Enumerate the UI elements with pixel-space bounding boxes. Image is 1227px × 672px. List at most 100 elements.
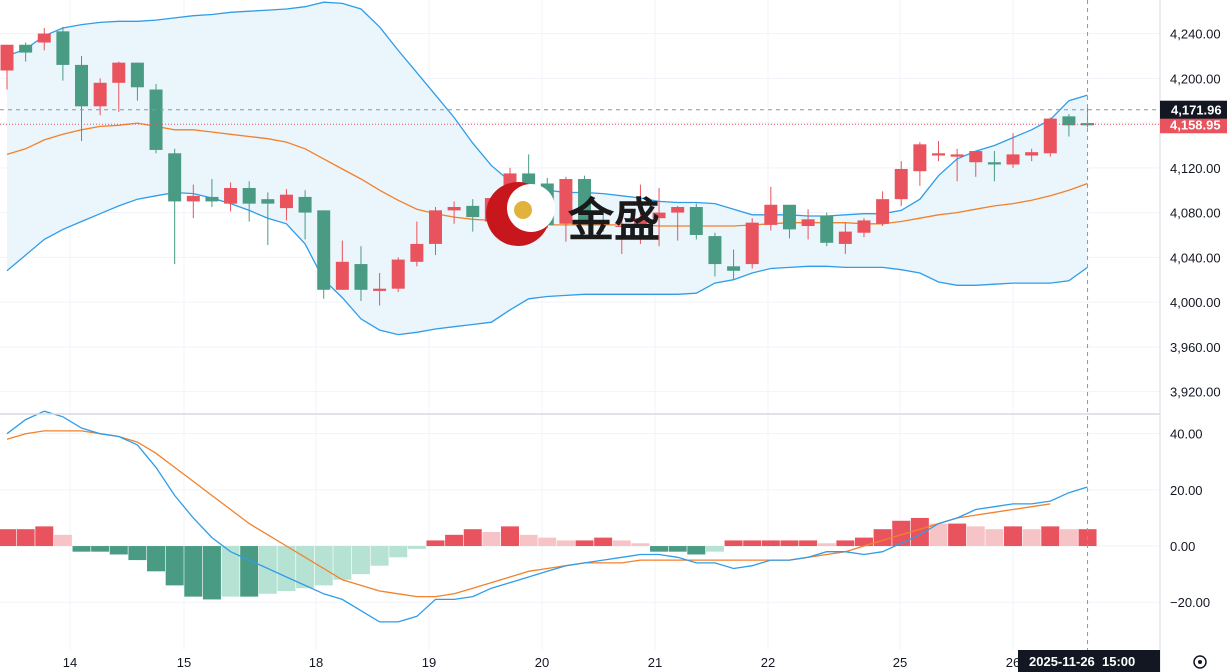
macd-histogram-bar: [575, 540, 594, 547]
candle: [559, 176, 573, 242]
candle: [186, 184, 200, 219]
crosshair-time-bg: [1018, 650, 1160, 672]
current-price-badge-bg: [1160, 100, 1227, 119]
macd-histogram-bar: [705, 546, 724, 552]
candle: [857, 218, 871, 238]
macd-histogram-bar: [0, 529, 16, 547]
bollinger-lower-line: [6, 191, 1088, 336]
macd-histogram-bar: [761, 540, 780, 547]
macd-histogram-bar: [72, 546, 91, 552]
candle: [932, 140, 945, 162]
macd-histogram-bar: [799, 540, 818, 547]
candle: [335, 240, 349, 290]
candle-body: [782, 204, 796, 230]
last-price-badge-bg: [1160, 116, 1227, 134]
candle: [410, 221, 424, 267]
macd-histogram-bar: [407, 546, 426, 549]
candle-body: [447, 207, 461, 211]
macd-histogram-bar: [258, 546, 277, 594]
candle-body: [298, 196, 312, 213]
candle: [354, 246, 368, 301]
last-price-label: 4,158.95: [1170, 117, 1221, 132]
candle: [130, 62, 144, 101]
candle-body: [317, 210, 331, 290]
macd-histogram-bar: [165, 546, 184, 586]
macd-histogram-bar: [501, 526, 520, 547]
price-axis[interactable]: 4,240.004,200.004,160.004,120.004,080.00…: [1170, 27, 1221, 400]
candle-body: [578, 179, 592, 222]
macd-axis[interactable]: 40.00 20.00 0.00 −20.00: [1170, 427, 1210, 611]
macd-histogram-bar: [16, 529, 35, 547]
price-tick-label: 3,920.00: [1170, 385, 1221, 400]
candle-body: [1043, 118, 1057, 154]
macd-panel[interactable]: [0, 410, 1097, 623]
date-tick-label: 15: [177, 655, 191, 670]
macd-dea-line: [6, 430, 1051, 598]
candle-body: [876, 199, 890, 224]
candle-body: [1025, 152, 1039, 156]
date-tick-label: 21: [648, 655, 662, 670]
candle-body: [801, 219, 815, 227]
macd-histogram-bar: [91, 546, 110, 552]
candle-body: [112, 62, 126, 83]
candle: [801, 209, 815, 240]
candle-body: [987, 162, 1001, 165]
macd-histogram-bar: [780, 540, 799, 547]
candle: [671, 205, 685, 241]
macd-histogram-bar: [1059, 529, 1078, 547]
candle: [969, 151, 983, 177]
price-tick-label: 4,200.00: [1170, 71, 1221, 86]
date-axis[interactable]: 14 15 18 19 20 21 22 25 26: [63, 655, 1020, 670]
macd-histogram-bar: [333, 546, 352, 580]
candle: [373, 273, 387, 306]
macd-histogram-bar: [854, 537, 873, 547]
candle-body: [354, 264, 368, 290]
candle-body: [75, 64, 89, 107]
price-tick-label: 3,960.00: [1170, 340, 1221, 355]
candle-body: [615, 226, 629, 228]
macd-tick-label: 0.00: [1170, 539, 1195, 554]
candle-body: [93, 82, 107, 107]
candle-body: [969, 151, 983, 163]
macd-histogram-bar: [296, 546, 315, 589]
candle: [820, 212, 834, 247]
candle-body: [727, 266, 741, 271]
macd-histogram-bar: [1041, 526, 1060, 547]
date-tick-label: 14: [63, 655, 77, 670]
candle: [391, 257, 405, 293]
candle: [168, 148, 182, 265]
candle: [56, 26, 70, 81]
macd-histogram-bar: [426, 540, 445, 547]
candle: [987, 151, 1001, 182]
candle-body: [894, 168, 908, 200]
macd-histogram-bar: [743, 540, 762, 547]
candle: [261, 192, 275, 246]
candle-body: [373, 288, 387, 291]
candle: [652, 187, 666, 247]
price-panel[interactable]: [0, 1, 1095, 336]
settings-icon[interactable]: [1193, 655, 1207, 669]
candle-body: [559, 179, 573, 224]
candle: [876, 191, 890, 227]
macd-histogram-bar: [147, 546, 166, 572]
last-price-badge: 4,158.95: [1160, 116, 1227, 134]
logo-text: 金盛: [567, 193, 660, 247]
macd-histogram-bar: [612, 540, 631, 547]
candle-body: [168, 153, 182, 202]
price-tick-label: 4,120.00: [1170, 161, 1221, 176]
candle: [727, 249, 741, 280]
macd-histogram-bar: [910, 517, 929, 547]
candle: [950, 148, 964, 182]
macd-histogram-bar: [221, 546, 240, 597]
current-price-label: 4,171.96: [1171, 103, 1222, 118]
candle: [745, 218, 759, 269]
candle-body: [857, 220, 871, 233]
price-tick-label: 4,040.00: [1170, 250, 1221, 265]
macd-histogram-bar: [35, 526, 54, 547]
candle-body: [466, 205, 480, 218]
macd-histogram-bar: [240, 546, 259, 597]
bollinger-band-fill: [7, 2, 1088, 335]
candle: [596, 213, 610, 232]
candle-body: [205, 196, 219, 202]
